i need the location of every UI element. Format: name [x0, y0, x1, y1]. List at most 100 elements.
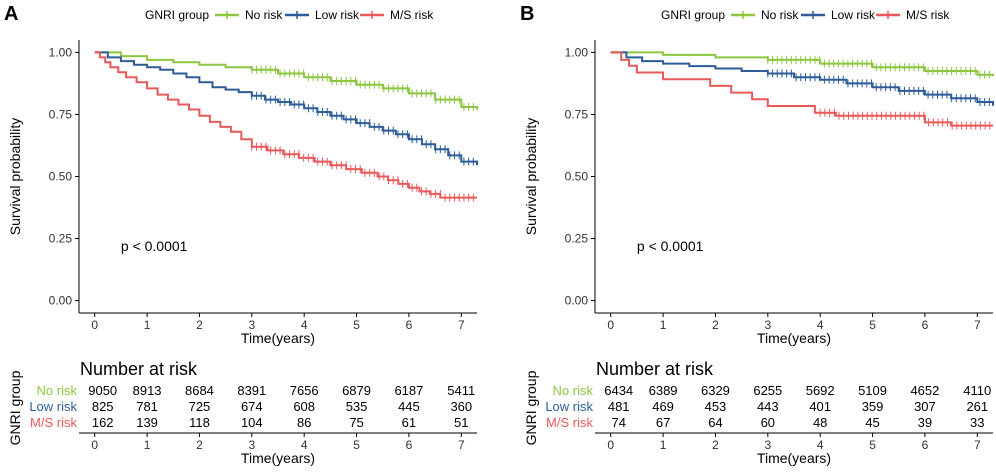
risk-x-tick-label: 7 — [458, 438, 465, 452]
risk-x-tick-label: 7 — [974, 438, 981, 452]
risk-cell: 86 — [297, 415, 311, 430]
x-tick-label: 7 — [458, 318, 465, 332]
risk-cell: 261 — [966, 399, 988, 414]
risk-x-tick-label: 2 — [712, 438, 719, 452]
x-tick-label: 0 — [607, 318, 614, 332]
risk-cell: 8684 — [185, 383, 214, 398]
risk-x-tick-label: 3 — [248, 438, 255, 452]
risk-cell: 5692 — [806, 383, 835, 398]
legend-item: No risk — [245, 8, 283, 22]
x-tick-label: 0 — [91, 318, 98, 332]
risk-cell: 162 — [92, 415, 114, 430]
risk-cell: 674 — [241, 399, 263, 414]
x-tick-label: 6 — [406, 318, 413, 332]
x-tick-label: 5 — [869, 318, 876, 332]
risk-table-title: Number at risk — [596, 359, 714, 379]
risk-x-tick-label: 6 — [406, 438, 413, 452]
risk-x-tick-label: 0 — [91, 438, 98, 452]
legend-item: M/S risk — [390, 8, 434, 22]
risk-cell: 45 — [865, 415, 879, 430]
x-axis-label: Time(years) — [757, 330, 831, 346]
y-axis-label: Survival probability — [523, 118, 539, 236]
km-curve-no_risk — [94, 51, 478, 110]
risk-x-tick-label: 5 — [869, 438, 876, 452]
risk-table: Number at risk GNRI group No risk 9050 8913 8… — [7, 359, 477, 466]
risk-cell: 6389 — [649, 383, 678, 398]
risk-x-tick-label: 1 — [144, 438, 151, 452]
risk-cell: 48 — [813, 415, 827, 430]
panel-a: A GNRI group No risk Low risk M/S risk0.000.… — [4, 3, 478, 466]
legend-item: Low risk — [315, 8, 360, 22]
x-tick-label: 7 — [974, 318, 981, 332]
risk-cell: 39 — [918, 415, 932, 430]
risk-row-label: Low risk — [29, 399, 77, 414]
risk-cell: 60 — [761, 415, 775, 430]
risk-cell: 4652 — [910, 383, 939, 398]
legend: GNRI group No risk Low risk M/S risk — [661, 8, 950, 22]
risk-x-tick-label: 4 — [301, 438, 308, 452]
risk-cell: 6187 — [394, 383, 423, 398]
risk-cell: 360 — [450, 399, 472, 414]
censor-marks-no_risk — [251, 65, 474, 112]
legend-item: No risk — [761, 8, 799, 22]
risk-cell: 481 — [608, 399, 630, 414]
risk-row-label: No risk — [37, 383, 78, 398]
y-tick-label: 0.75 — [565, 107, 589, 121]
risk-cell: 61 — [402, 415, 416, 430]
censor-marks-no_risk — [767, 55, 990, 79]
legend: GNRI group No risk Low risk M/S risk — [145, 8, 434, 22]
p-value: p < 0.0001 — [637, 238, 704, 254]
risk-cell: 74 — [611, 415, 625, 430]
risk-cell: 33 — [970, 415, 984, 430]
x-tick-label: 1 — [660, 318, 667, 332]
y-axis-label: Survival probability — [7, 118, 23, 236]
risk-cell: 118 — [189, 415, 210, 430]
y-tick-label: 0.25 — [49, 232, 73, 246]
risk-x-tick-label: 2 — [196, 438, 203, 452]
x-tick-label: 2 — [196, 318, 203, 332]
censor-marks-ms_risk — [251, 142, 474, 202]
panel-label: A — [4, 3, 18, 25]
risk-cell: 535 — [346, 399, 368, 414]
censor-marks-ms_risk — [819, 108, 991, 130]
x-tick-label: 4 — [301, 318, 308, 332]
risk-x-tick-label: 5 — [353, 438, 360, 452]
risk-cell: 6255 — [753, 383, 782, 398]
y-tick-label: 0.00 — [49, 294, 73, 308]
risk-cell: 4110 — [963, 383, 991, 398]
risk-table-title: Number at risk — [80, 359, 198, 379]
y-tick-label: 0.25 — [565, 232, 589, 246]
risk-cell: 453 — [705, 399, 727, 414]
p-value: p < 0.0001 — [121, 238, 188, 254]
risk-row-label: M/S risk — [546, 415, 593, 430]
x-tick-label: 6 — [922, 318, 929, 332]
risk-cell: 51 — [454, 415, 468, 430]
risk-cell: 359 — [862, 399, 884, 414]
risk-x-axis-label: Time(years) — [241, 450, 315, 466]
risk-cell: 7656 — [290, 383, 319, 398]
risk-cell: 6434 — [604, 383, 633, 398]
risk-cell: 8913 — [133, 383, 162, 398]
km-curve-ms_risk — [610, 51, 993, 127]
km-curve-low_risk — [94, 51, 478, 166]
risk-cell: 401 — [809, 399, 831, 414]
risk-cell: 5109 — [858, 383, 887, 398]
risk-x-tick-label: 0 — [607, 438, 614, 452]
risk-cell: 825 — [92, 399, 114, 414]
risk-x-axis-label: Time(years) — [757, 450, 831, 466]
panel-b: B GNRI group No risk Low risk M/S risk0.000.… — [520, 3, 994, 466]
risk-row-label: Low risk — [545, 399, 593, 414]
risk-row-label: No risk — [553, 383, 594, 398]
x-axis-label: Time(years) — [241, 330, 315, 346]
panel-label: B — [520, 3, 534, 25]
risk-cell: 6879 — [342, 383, 371, 398]
risk-cell: 307 — [914, 399, 936, 414]
legend-item: M/S risk — [906, 8, 950, 22]
risk-cell: 104 — [241, 415, 263, 430]
risk-cell: 443 — [757, 399, 779, 414]
y-tick-label: 1.00 — [49, 45, 73, 59]
risk-cell: 608 — [293, 399, 315, 414]
risk-cell: 781 — [136, 399, 158, 414]
